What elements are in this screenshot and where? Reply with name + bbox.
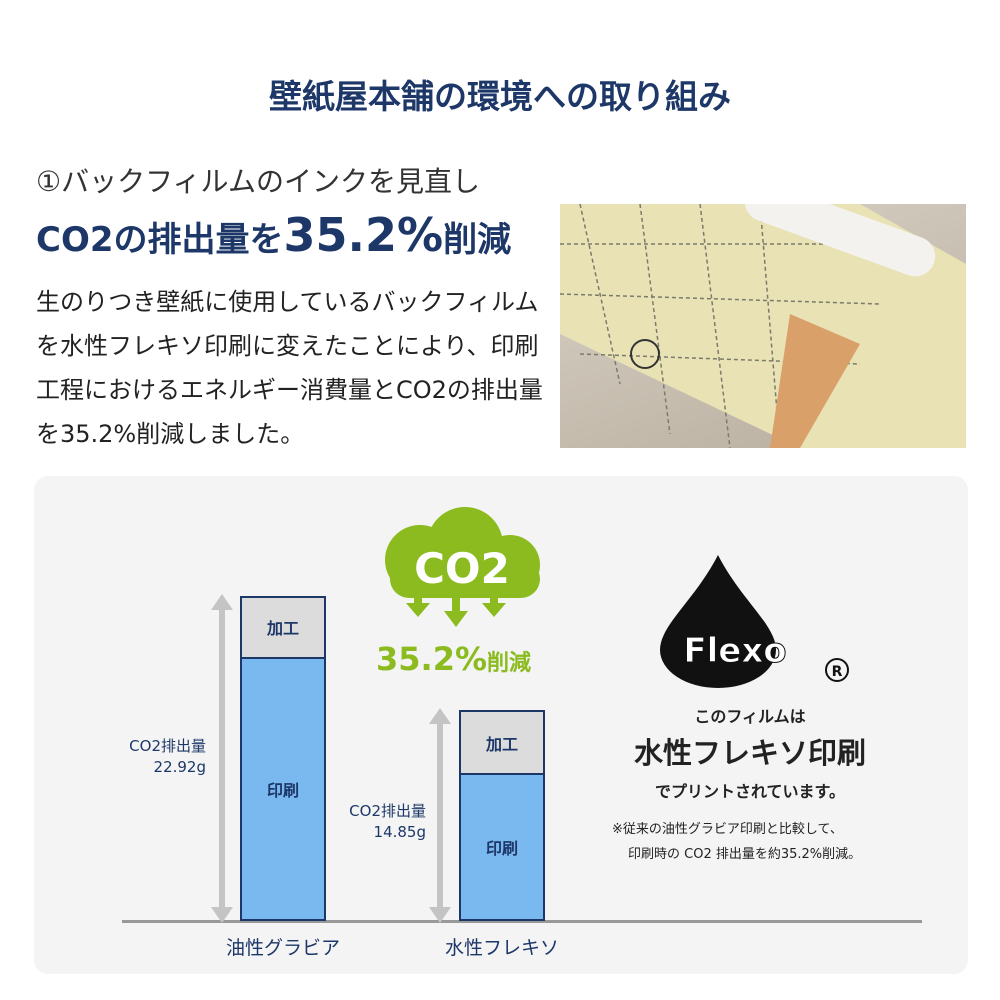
flexo-note1: ※従来の油性グラビア印刷と比較して、	[612, 822, 843, 837]
bar-category-label: 油性グラビア	[225, 937, 340, 959]
stacked-bar: 加工 印刷	[240, 595, 326, 921]
co2-cloud-icon: CO2	[385, 507, 540, 627]
reduction-label: 35.2%削減	[376, 640, 531, 678]
bar-category-label: 水性フレキソ	[444, 937, 559, 959]
bar-height-arrow	[429, 708, 451, 923]
flexo-line1: このフィルムは	[694, 707, 806, 726]
bar-segment-processing: 加工	[461, 712, 543, 775]
product-photo	[560, 204, 966, 448]
page-title: 壁紙屋本舗の環境への取り組み	[269, 77, 731, 116]
flexo-line3: でプリントされています。	[655, 782, 845, 801]
reduction-value: 35.2%	[376, 640, 488, 678]
headline-value: 35.2%	[283, 208, 444, 262]
bar-height-arrow	[211, 593, 233, 923]
flexo-line2: 水性フレキソ印刷	[633, 736, 866, 770]
section-heading: ①バックフィルムのインクを見直し	[36, 165, 480, 198]
bar-segment-printing: 印刷	[242, 658, 324, 919]
section-headline: CO2の排出量を35.2%削減	[36, 208, 511, 262]
svg-text:R: R	[832, 664, 843, 680]
stacked-bar: 加工 印刷	[459, 710, 545, 921]
bar-segment-processing: 加工	[242, 597, 324, 659]
section-body: 生のりつき壁紙に使用しているバックフィルムを水性フレキソ印刷に変えたことにより、…	[36, 288, 543, 448]
flexo-logo-text: Flexo	[683, 631, 786, 671]
flexo-drop-logo: Flexo R	[660, 555, 849, 688]
total-value: 14.85g	[373, 822, 426, 841]
headline-post: 削減	[443, 220, 512, 260]
total-label: CO2排出量	[349, 801, 426, 820]
chart-baseline	[122, 920, 922, 923]
cloud-text: CO2	[414, 544, 510, 593]
bar-total-label: CO2排出量 22.92g	[60, 736, 206, 778]
reduction-suffix: 削減	[487, 651, 532, 676]
headline-pre: CO2の排出量を	[36, 220, 284, 260]
flexo-note2: 印刷時の CO2 排出量を約35.2%削減。	[628, 847, 862, 862]
total-value: 22.92g	[153, 757, 206, 776]
total-label: CO2排出量	[129, 736, 206, 755]
wallpaper-roll-illustration	[560, 204, 966, 448]
bar-segment-printing: 印刷	[461, 774, 543, 919]
bar-total-label: CO2排出量 14.85g	[280, 801, 426, 843]
